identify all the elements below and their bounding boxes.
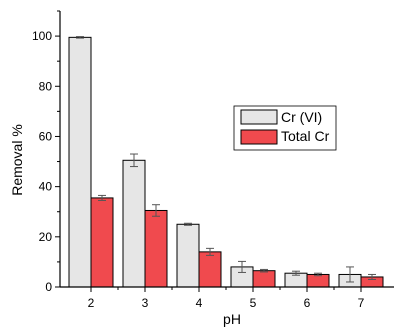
bar-total-cr	[198, 251, 222, 288]
x-tick-label: 2	[88, 296, 95, 310]
bar-cr-vi	[176, 223, 200, 288]
bar-total-cr	[144, 209, 168, 288]
legend: Cr (VI) Total Cr	[233, 105, 337, 151]
y-tick-label: 0	[45, 280, 52, 294]
x-axis-title: pH	[223, 311, 241, 327]
legend-label-series-1: Cr (VI)	[281, 109, 322, 125]
bar-total-cr	[90, 197, 114, 288]
y-tick-label: 80	[39, 79, 53, 93]
legend-swatch-series-2	[240, 129, 278, 145]
bar-cr-vi	[122, 159, 146, 288]
x-tick-label: 5	[250, 296, 257, 310]
bars-group	[68, 36, 384, 288]
error-bars-group	[76, 36, 376, 283]
bar-total-cr	[252, 270, 276, 288]
legend-swatch-series-1	[240, 109, 278, 125]
x-tick-label: 6	[304, 296, 311, 310]
bar-cr-vi	[68, 36, 92, 288]
y-tick-label: 20	[39, 230, 53, 244]
x-tick-label: 7	[358, 296, 365, 310]
x-tick-label: 4	[196, 296, 203, 310]
y-axis-title: Removal %	[9, 124, 25, 196]
legend-label-series-2: Total Cr	[281, 128, 330, 144]
y-tick-label: 100	[32, 29, 52, 43]
x-tick-label: 3	[142, 296, 149, 310]
legend-box	[233, 105, 337, 151]
bar-total-cr	[306, 273, 330, 288]
axes-group: 0 20 40 60 80 100 2 3 4 5 6 7	[32, 10, 394, 310]
y-tick-label: 40	[39, 180, 53, 194]
y-tick-label: 60	[39, 129, 53, 143]
